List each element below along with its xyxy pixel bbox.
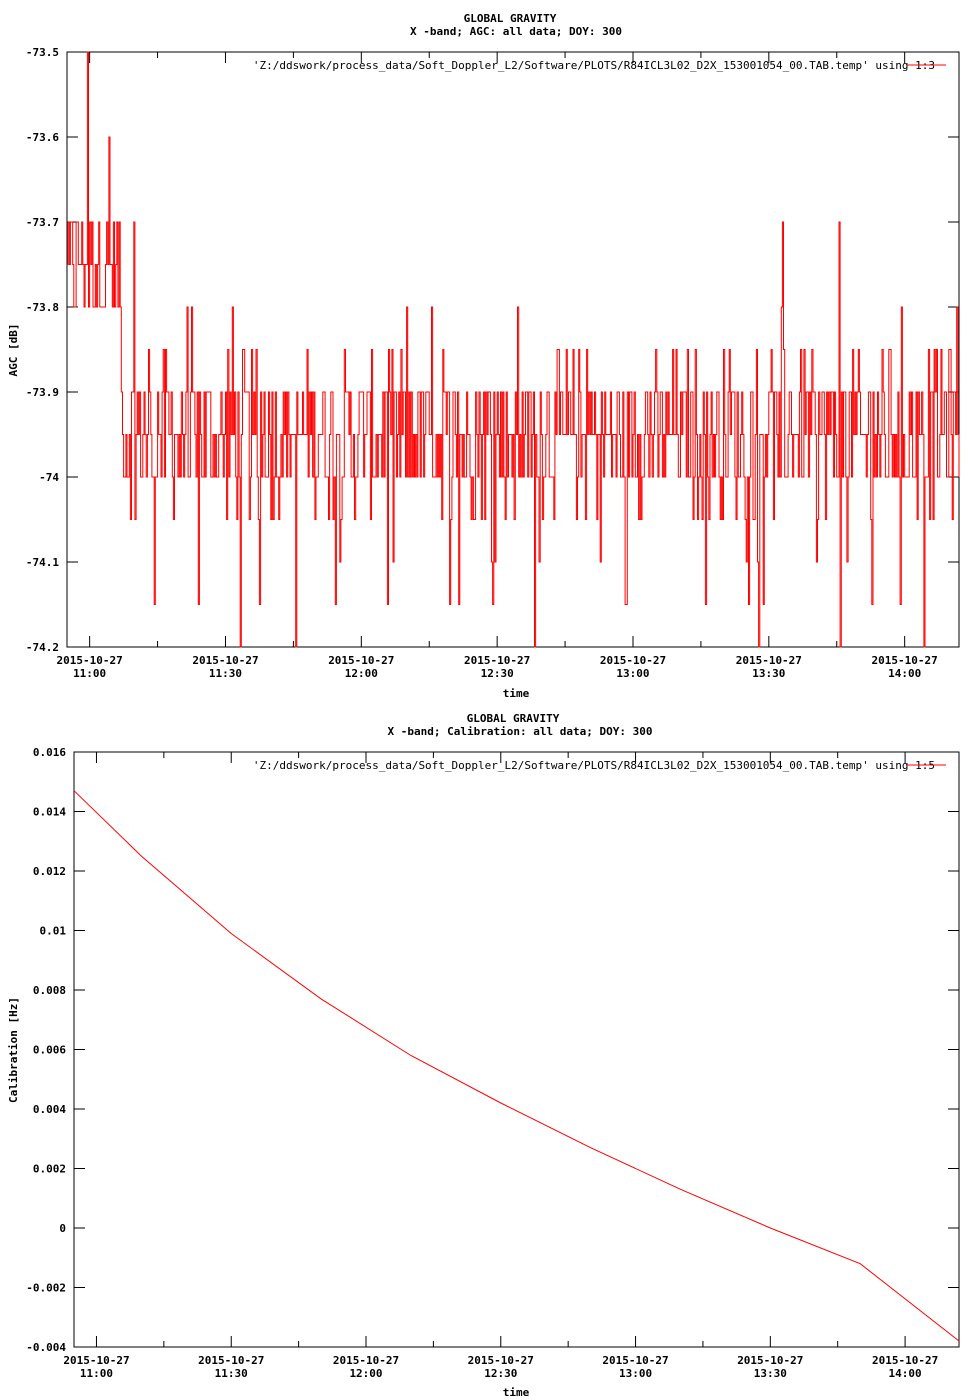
- y-tick-label: -74: [39, 471, 59, 484]
- chart-title: GLOBAL GRAVITY: [467, 712, 560, 725]
- x-tick-label-date: 2015-10-27: [602, 1354, 668, 1367]
- x-tick-label-date: 2015-10-27: [600, 654, 666, 667]
- plot-frame: [66, 51, 960, 648]
- y-tick-label: 0.016: [33, 746, 66, 759]
- x-tick-label-time: 11:30: [215, 1367, 248, 1380]
- chart-title: GLOBAL GRAVITY: [464, 12, 557, 25]
- x-tick-label-date: 2015-10-27: [192, 654, 258, 667]
- x-tick-label-time: 13:00: [616, 667, 649, 680]
- x-tick-label-time: 13:30: [752, 667, 785, 680]
- legend-entry: 'Z:/ddswork/process_data/Soft_Doppler_L2…: [253, 59, 935, 72]
- y-tick-label: 0.014: [33, 806, 66, 819]
- x-tick-label-time: 12:30: [484, 1367, 517, 1380]
- y-tick-label: -73.7: [26, 216, 59, 229]
- x-tick-label-date: 2015-10-27: [736, 654, 802, 667]
- y-tick-label: -0.002: [26, 1282, 66, 1295]
- x-tick-label-date: 2015-10-27: [333, 1354, 399, 1367]
- x-tick-label-time: 12:30: [481, 667, 514, 680]
- x-axis-label: time: [503, 1386, 530, 1399]
- y-tick-label: 0.008: [33, 984, 66, 997]
- x-tick-label-date: 2015-10-27: [468, 1354, 534, 1367]
- y-tick-label: -73.8: [26, 301, 59, 314]
- x-tick-label-date: 2015-10-27: [872, 654, 938, 667]
- chart-subtitle: X -band; Calibration: all data; DOY: 300: [388, 725, 653, 738]
- y-tick-label: 0: [59, 1222, 66, 1235]
- x-tick-label-date: 2015-10-27: [63, 1354, 129, 1367]
- plot-frame: [73, 751, 960, 1348]
- y-axis-label: Calibration [Hz]: [7, 997, 20, 1103]
- x-tick-label-time: 12:00: [345, 667, 378, 680]
- y-tick-label: -74.2: [26, 641, 59, 654]
- x-tick-label-time: 11:00: [80, 1367, 113, 1380]
- x-tick-label-time: 14:00: [888, 667, 921, 680]
- y-tick-label: -74.1: [26, 556, 59, 569]
- x-tick-label-date: 2015-10-27: [198, 1354, 264, 1367]
- legend-entry: 'Z:/ddswork/process_data/Soft_Doppler_L2…: [253, 759, 935, 772]
- x-tick-label-date: 2015-10-27: [872, 1354, 938, 1367]
- x-tick-label-date: 2015-10-27: [464, 654, 530, 667]
- y-tick-label: -73.6: [26, 131, 59, 144]
- x-tick-label-time: 13:00: [619, 1367, 652, 1380]
- x-tick-label-time: 12:00: [349, 1367, 382, 1380]
- x-axis-label: time: [503, 687, 530, 700]
- y-axis-label: AGC [dB]: [7, 324, 20, 377]
- series-line-agc: [67, 51, 960, 648]
- y-tick-label: -73.5: [26, 46, 59, 59]
- calibration-chart: GLOBAL GRAVITY X -band; Calibration: all…: [7, 712, 960, 1399]
- x-tick-label-time: 13:30: [754, 1367, 787, 1380]
- x-tick-label-time: 11:00: [73, 667, 106, 680]
- series-line-calibration: [73, 790, 960, 1342]
- x-tick-label-date: 2015-10-27: [737, 1354, 803, 1367]
- y-tick-label: 0.012: [33, 865, 66, 878]
- y-tick-label: 0.002: [33, 1163, 66, 1176]
- y-tick-label: -73.9: [26, 386, 59, 399]
- y-tick-label: 0.006: [33, 1044, 66, 1057]
- y-tick-label: 0.004: [33, 1103, 66, 1116]
- x-tick-label-time: 14:00: [889, 1367, 922, 1380]
- y-tick-label: 0.01: [40, 925, 67, 938]
- x-tick-label-date: 2015-10-27: [57, 654, 123, 667]
- agc-chart: GLOBAL GRAVITY X -band; AGC: all data; D…: [7, 12, 960, 700]
- y-tick-label: -0.004: [26, 1341, 66, 1354]
- x-tick-label-date: 2015-10-27: [328, 654, 394, 667]
- chart-subtitle: X -band; AGC: all data; DOY: 300: [410, 25, 622, 38]
- x-tick-label-time: 11:30: [209, 667, 242, 680]
